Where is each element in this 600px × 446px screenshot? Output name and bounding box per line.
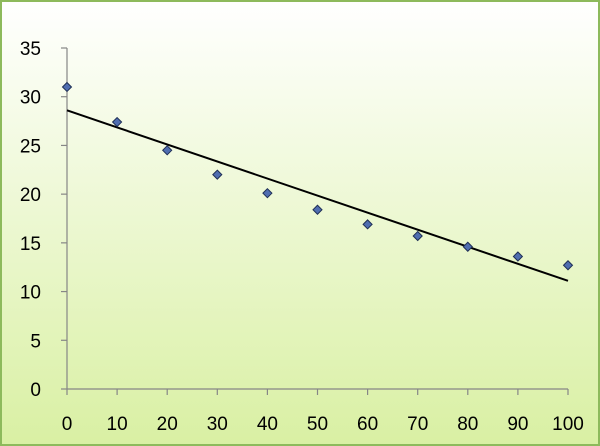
data-point <box>111 116 123 128</box>
x-tick-label: 10 <box>107 414 128 435</box>
x-tick-label: 90 <box>507 414 528 435</box>
x-tick-label: 60 <box>357 414 378 435</box>
data-point <box>212 169 223 180</box>
x-tick-label: 40 <box>257 414 278 435</box>
x-tick-labels: 0 10 20 30 40 50 60 70 80 90 100 <box>62 414 584 435</box>
x-tick-label: 70 <box>407 414 428 435</box>
y-tick-label: 10 <box>20 283 41 304</box>
x-tick-label: 0 <box>62 414 73 435</box>
data-points <box>61 81 574 271</box>
x-tick-label: 30 <box>207 414 228 435</box>
y-tick-label: 20 <box>20 185 41 206</box>
y-tick-label: 30 <box>20 88 41 109</box>
data-point <box>312 204 323 215</box>
y-tick-label: 15 <box>20 234 41 255</box>
y-tick-label: 25 <box>20 136 41 157</box>
data-point <box>262 187 273 199</box>
data-point <box>412 230 423 242</box>
data-point <box>161 145 173 156</box>
y-tick-label: 0 <box>30 380 41 401</box>
data-point <box>512 251 524 262</box>
x-tick-label: 100 <box>552 414 584 435</box>
data-point <box>462 241 474 252</box>
data-point <box>562 260 574 271</box>
x-tick-label: 50 <box>307 414 328 435</box>
trendline-layer <box>66 109 569 282</box>
data-point <box>61 81 73 93</box>
y-tick-label: 5 <box>30 331 41 352</box>
axes <box>61 47 569 395</box>
y-tick-label: 35 <box>20 39 41 60</box>
data-point <box>362 219 373 230</box>
trendline <box>66 109 569 282</box>
y-tick-labels: 0 5 10 15 20 25 30 35 <box>20 39 41 401</box>
x-tick-label: 20 <box>157 414 178 435</box>
x-tick-label: 80 <box>457 414 478 435</box>
